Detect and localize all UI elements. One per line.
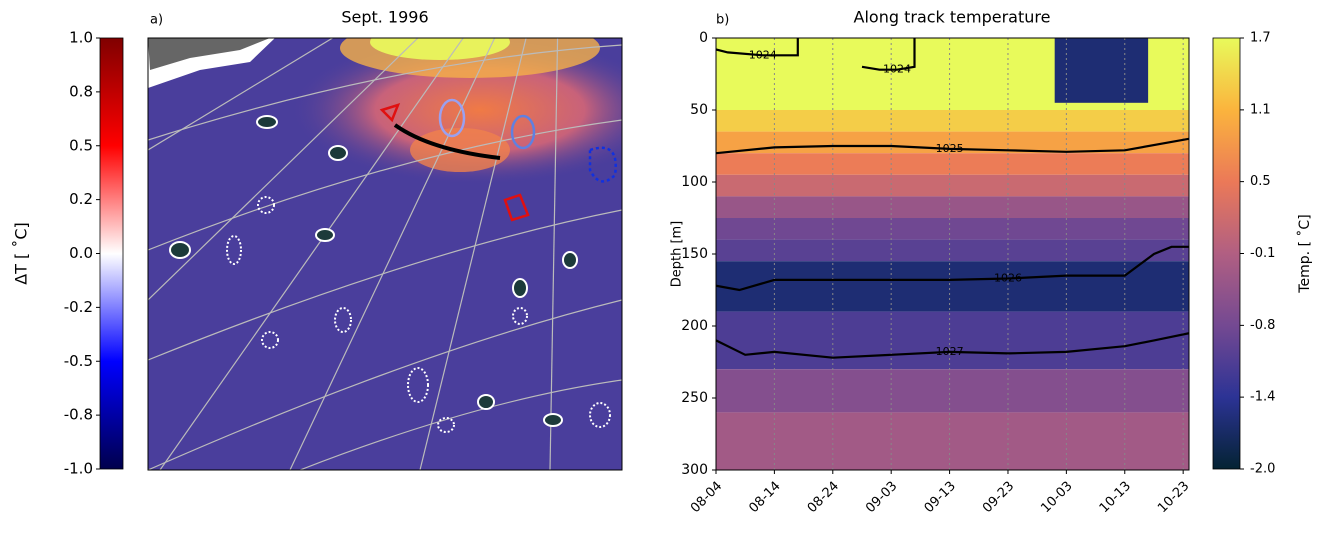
colorbar-tick-label: 0.2 [69,190,93,208]
colorbar-tick-label: 1.0 [69,29,93,47]
temperature-layer [716,261,1189,312]
density-contour [716,245,1189,292]
colorbar [99,37,124,470]
y-tick-label: 300 [681,462,708,478]
temperature-layer [716,369,1189,413]
heatmap-title: Along track temperature [854,8,1051,27]
colorbar-tick-label: -1.4 [1250,390,1275,405]
colorbar-tick-label: -1.0 [64,460,93,478]
map-frame [147,37,623,471]
temperature-layer [716,196,1189,218]
colorbar-tick-label: -0.8 [64,406,93,424]
colorbar-tick-label: 1.1 [1250,102,1271,117]
x-tick-label: 10-13 [1097,479,1134,516]
y-tick-label: 0 [699,30,708,46]
temperature-layer [716,311,1189,370]
contour-label: 1027 [936,345,964,358]
temperature-patch [1054,38,1149,103]
temperature-layer [716,412,1189,470]
x-tick-label: 10-03 [1038,479,1075,516]
y-tick-label: 200 [681,318,708,334]
y-tick-label: 100 [681,174,708,190]
contour-label: 1024 [883,63,911,76]
density-contour [861,38,916,71]
y-tick-label: 150 [681,246,708,262]
y-tick-label: 250 [681,390,708,406]
y-tick-label: 50 [690,102,708,118]
panel-label: b) [716,13,729,28]
colorbar-tick-label: -0.2 [64,298,93,316]
contour-label: 1024 [749,48,777,61]
x-tick-label: 08-04 [688,479,725,516]
temperature-layer [716,218,1189,240]
colorbar-tick-label: 0.8 [69,82,93,100]
x-tick-label: 09-23 [980,479,1017,516]
temperature-layer [716,110,1189,132]
y-axis-label: Depth [m] [670,221,685,288]
temperature-layer [716,131,1189,154]
colorbar-tick-label: -0.8 [1250,318,1275,333]
density-contour [716,332,1189,359]
colorbar-tick-label: 0.5 [69,136,93,154]
colorbar-tick-label: -0.5 [64,352,93,370]
x-tick-label: 09-13 [922,479,959,516]
colorbar [1212,37,1241,470]
colorbar-tick-label: 0.0 [69,244,93,262]
colorbar-tick-label: 0.5 [1250,174,1271,189]
x-tick-label: 10-23 [1155,479,1192,516]
contour-label: 1026 [994,271,1022,284]
map-title: Sept. 1996 [341,8,428,27]
temperature-layer [716,239,1189,262]
colorbar-tick-label: -2.0 [1250,462,1275,477]
map [148,38,622,470]
colorbar-tick-label: -0.1 [1250,246,1275,261]
colorbar-label: Temp. [ ˚C] [1296,214,1313,293]
x-tick-label: 08-14 [746,479,783,516]
density-contour [716,38,799,57]
contour-label: 1025 [936,142,964,155]
temperature-layer [716,153,1189,175]
x-tick-label: 09-03 [863,479,900,516]
colorbar-label: ΔT [ ˚C] [12,222,31,285]
heatmap: 1024 1024 1025 1026 1027 [716,38,1189,470]
temperature-layer [716,174,1189,197]
x-tick-label: 08-24 [805,479,842,516]
density-contour [716,137,1189,155]
panel-label: a) [150,13,163,28]
colorbar-tick-label: 1.7 [1250,31,1271,46]
